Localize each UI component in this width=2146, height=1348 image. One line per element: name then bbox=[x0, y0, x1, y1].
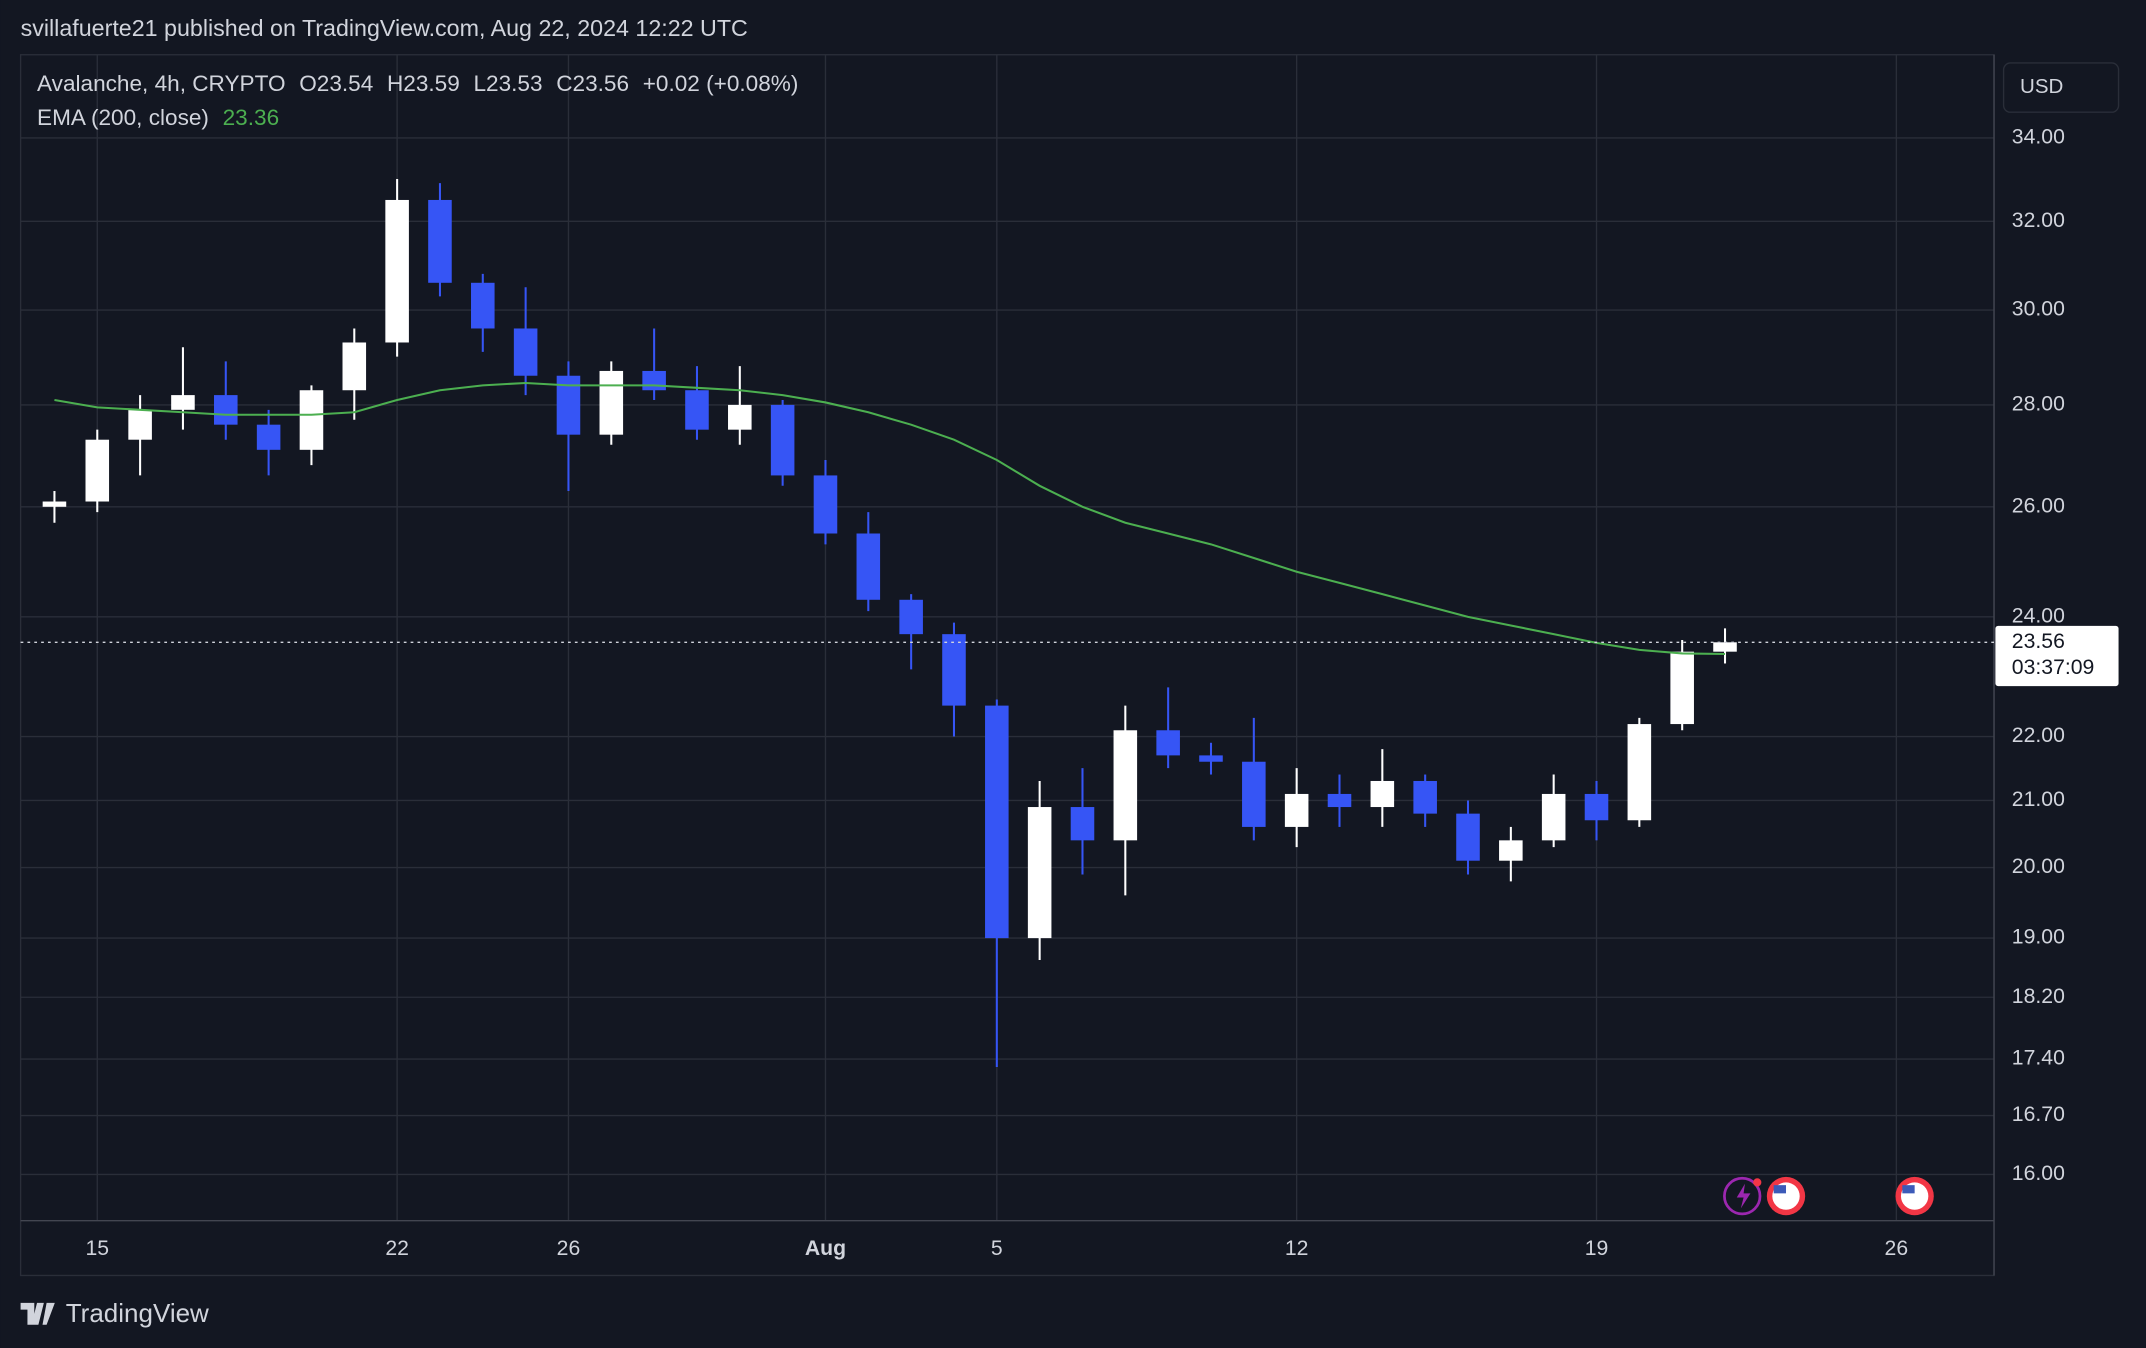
candle-body bbox=[385, 199, 409, 343]
candle-body bbox=[214, 395, 238, 425]
candle-body bbox=[85, 439, 110, 502]
logo-mark bbox=[20, 1302, 55, 1325]
y-tick-label: 32.00 bbox=[2012, 209, 2065, 232]
change: +0.02 (+0.08%) bbox=[643, 71, 799, 96]
event-flag-canton bbox=[1773, 1185, 1787, 1194]
candle-body bbox=[128, 409, 152, 440]
currency[interactable]: USD bbox=[2020, 75, 2063, 98]
candle-body bbox=[1284, 793, 1309, 827]
candle-body bbox=[813, 475, 838, 534]
candle-body bbox=[642, 370, 666, 391]
y-tick-label: 30.00 bbox=[2012, 298, 2065, 321]
candle-body bbox=[1627, 724, 1652, 821]
x-tick-label: 26 bbox=[557, 1237, 581, 1260]
x-tick-label: 15 bbox=[85, 1237, 109, 1260]
currency-button[interactable] bbox=[2002, 62, 2120, 113]
header: svillafuerte21 published on TradingView.… bbox=[21, 15, 748, 41]
candle-body bbox=[1584, 793, 1609, 821]
candle-body bbox=[599, 370, 624, 435]
candle-body bbox=[256, 424, 281, 450]
x-tick-label: 5 bbox=[991, 1237, 1003, 1260]
candle-body bbox=[856, 533, 881, 600]
candle-body bbox=[899, 599, 923, 635]
countdown: 03:37:09 bbox=[2012, 656, 2095, 679]
event-bolt bbox=[1736, 1183, 1751, 1209]
candle-body bbox=[1156, 730, 1180, 756]
open: O23.54 bbox=[299, 71, 373, 96]
candle-body bbox=[685, 390, 709, 430]
low: L23.53 bbox=[473, 71, 542, 96]
candle-body bbox=[513, 328, 538, 376]
legend-row: Avalanche, 4h, CRYPTO O23.54 H23.59 L23.53 C… bbox=[37, 71, 798, 96]
x-tick-label: Aug bbox=[805, 1237, 846, 1260]
candle-body bbox=[471, 282, 495, 329]
candle-body bbox=[1713, 642, 1737, 652]
candle-body bbox=[985, 705, 1009, 939]
ema-name: EMA (200, close) bbox=[37, 105, 209, 130]
marks bbox=[20, 178, 1995, 1067]
candle-body bbox=[770, 404, 795, 476]
brand: TradingView bbox=[66, 1298, 209, 1328]
candle-body bbox=[428, 199, 452, 283]
candle-body bbox=[942, 634, 966, 706]
close: C23.56 bbox=[556, 71, 629, 96]
symbol: Avalanche, 4h, CRYPTO bbox=[37, 71, 286, 96]
price-tag bbox=[1995, 625, 2119, 687]
high: H23.59 bbox=[387, 71, 460, 96]
candle-body bbox=[1413, 780, 1437, 814]
y-tick-label: 34.00 bbox=[2012, 126, 2065, 149]
x-tick-label: 22 bbox=[385, 1237, 409, 1260]
y-tick-label: 26.00 bbox=[2012, 494, 2065, 517]
y-tick-label: 20.00 bbox=[2012, 855, 2065, 878]
y-tick-label: 18.20 bbox=[2012, 985, 2065, 1008]
candle-body bbox=[1541, 793, 1566, 841]
candle-body bbox=[1670, 651, 1694, 725]
candle-body bbox=[1456, 813, 1480, 861]
candle-body bbox=[1070, 807, 1095, 841]
candle-body bbox=[1027, 807, 1052, 939]
candle-body bbox=[299, 390, 324, 450]
candle-body bbox=[1113, 730, 1138, 841]
y-tick-label: 17.40 bbox=[2012, 1047, 2065, 1070]
candle-body bbox=[1499, 840, 1523, 861]
footer-logo: TradingView bbox=[20, 1298, 209, 1328]
candle-body bbox=[42, 501, 67, 507]
candle-body bbox=[728, 404, 752, 430]
candle-body bbox=[342, 342, 367, 391]
y-tick-label: 16.70 bbox=[2012, 1103, 2065, 1126]
y-tick-label: 16.00 bbox=[2012, 1162, 2065, 1185]
y-tick-label: 19.00 bbox=[2012, 926, 2065, 949]
event-icons bbox=[1723, 1176, 1934, 1216]
y-tick-label: 28.00 bbox=[2012, 393, 2065, 416]
ema-legend: EMA (200, close) 23.36 bbox=[37, 105, 279, 130]
x-tick-label: 19 bbox=[1585, 1237, 1609, 1260]
ema-line bbox=[54, 381, 1726, 656]
candle-body bbox=[1327, 793, 1352, 808]
ema-value: 23.36 bbox=[223, 105, 280, 130]
candle-body bbox=[1370, 780, 1395, 808]
candle-body bbox=[1199, 755, 1223, 762]
price-tag-value: 23.56 bbox=[2012, 630, 2065, 653]
candle-body bbox=[171, 395, 195, 410]
candle-body bbox=[556, 375, 581, 435]
x-tick-label: 26 bbox=[1885, 1237, 1909, 1260]
y-tick-label: 21.00 bbox=[2012, 788, 2065, 811]
y-tick-label: 24.00 bbox=[2012, 604, 2065, 627]
event-flag-canton bbox=[1902, 1185, 1915, 1194]
event-dot bbox=[1753, 1178, 1762, 1187]
x-tick-label: 12 bbox=[1285, 1237, 1309, 1260]
grid bbox=[20, 54, 1995, 1221]
candle-body bbox=[1242, 761, 1266, 827]
y-tick-label: 22.00 bbox=[2012, 724, 2065, 747]
